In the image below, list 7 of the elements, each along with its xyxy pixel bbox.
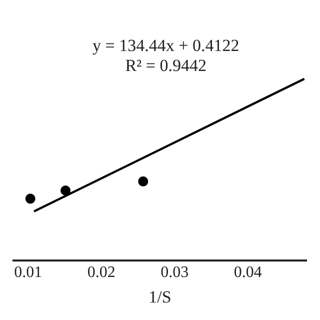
x-tick-label: 0.01 [14, 264, 42, 282]
text: y = 134.44x + 0.4122 [92, 36, 240, 55]
x-axis-title: 1/S [148, 287, 172, 306]
text: R² = 0.9442 [125, 56, 206, 75]
x-tick-label: 0.02 [87, 264, 116, 282]
x-tick-label: 0.04 [234, 264, 262, 282]
x-tick-label: 0.03 [160, 264, 189, 282]
